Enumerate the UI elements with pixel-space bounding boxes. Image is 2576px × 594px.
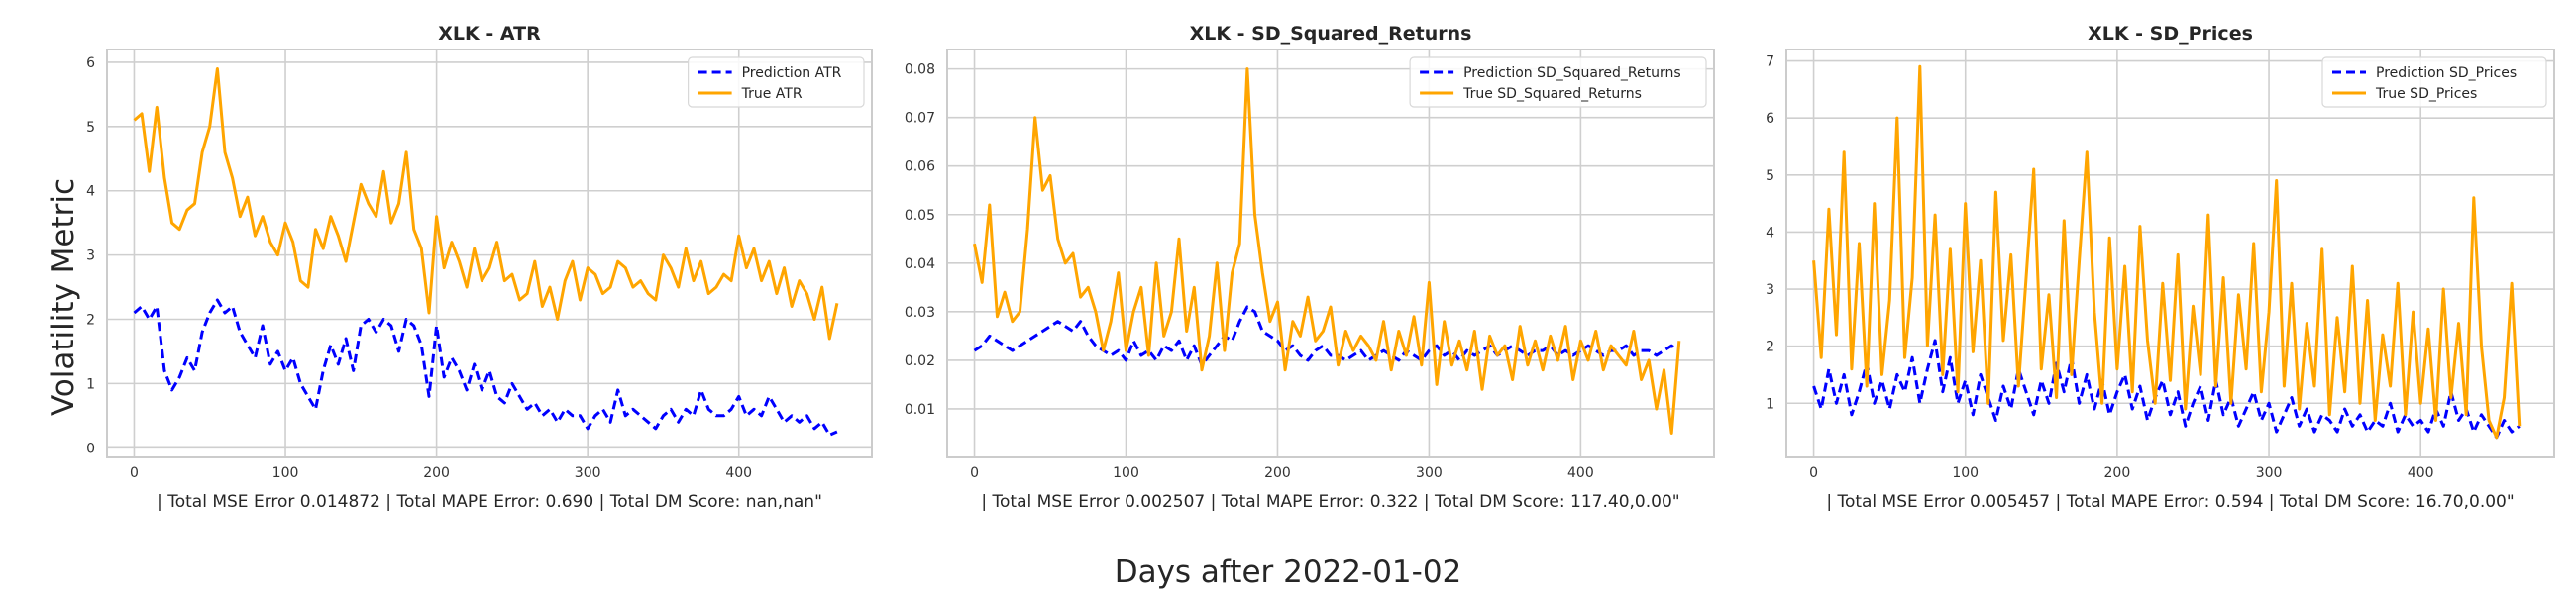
subplot-sd-squared-returns-title: XLK - SD_Squared_Returns <box>1190 23 1472 45</box>
sd-prices-ytick-label: 2 <box>1766 340 1774 355</box>
sd-squared-returns-xtick-label: 300 <box>1416 465 1443 481</box>
sd-squared-returns-series-prediction-line <box>973 305 1680 367</box>
atr-legend-box <box>687 56 865 108</box>
sd-squared-returns-grid <box>947 50 1714 457</box>
sd-squared-returns-xtick-label: 100 <box>1113 465 1139 481</box>
sd-prices-legend: Prediction SD_Prices True SD_Prices <box>2321 56 2547 108</box>
atr-ytick-label: 2 <box>86 313 95 329</box>
sd-squared-returns-ytick-label: 0.07 <box>905 111 935 127</box>
sd-prices-ytick-label: 7 <box>1766 54 1774 70</box>
figure-ylabel: Volatility Metric <box>46 178 81 416</box>
sd-prices-ytick-label: 4 <box>1766 225 1774 241</box>
sd-squared-returns-legend-label: Prediction SD_Squared_Returns <box>1463 65 1681 81</box>
sd-squared-returns-legend-label: True SD_Squared_Returns <box>1462 86 1642 102</box>
sd-squared-returns-ytick-label: 0.02 <box>905 353 935 369</box>
figure-xlabel: Days after 2022-01-02 <box>1115 554 1462 590</box>
atr-legend-label: True ATR <box>741 86 803 102</box>
atr-ytick-label: 3 <box>86 248 95 264</box>
subplot-sd-prices: XLK - SD_Prices | Total MSE Error 0.0054… <box>1766 23 2555 512</box>
sd-squared-returns-legend-box <box>1409 56 1707 108</box>
sd-squared-returns-ytick-label: 0.03 <box>905 305 935 321</box>
sd-squared-returns-frame <box>946 49 1715 458</box>
sd-prices-ytick-label: 1 <box>1766 396 1774 412</box>
subplot-atr-xlabel: | Total MSE Error 0.014872 | Total MAPE … <box>157 492 822 512</box>
sd-prices-legend-box <box>2321 56 2547 108</box>
atr-series-true-line <box>133 67 839 341</box>
atr-xtick-label: 200 <box>423 465 450 481</box>
sd-prices-xtick-label: 100 <box>1952 465 1979 481</box>
sd-prices-xtick-label: 200 <box>2104 465 2131 481</box>
atr-series-prediction-line <box>133 298 838 437</box>
atr-ytick-label: 5 <box>86 120 95 136</box>
sd-prices-series-true-line <box>1812 64 2522 440</box>
sd-prices-legend-label: Prediction SD_Prices <box>2376 65 2517 81</box>
atr-frame <box>106 49 873 458</box>
sd-prices-ytick-label: 6 <box>1766 111 1774 127</box>
sd-squared-returns-ytick-label: 0.05 <box>905 208 935 224</box>
sd-prices-xtick-label: 0 <box>1809 465 1818 481</box>
subplot-sd-squared-returns: XLK - SD_Squared_Returns | Total MSE Err… <box>905 23 1715 512</box>
atr-xtick-label: 300 <box>575 465 601 481</box>
subplot-atr: XLK - ATR | Total MSE Error 0.014872 | T… <box>86 23 873 512</box>
sd-prices-frame <box>1785 49 2555 458</box>
sd-prices-xtick-label: 300 <box>2256 465 2283 481</box>
sd-squared-returns-xtick-label: 200 <box>1264 465 1291 481</box>
atr-ytick-label: 6 <box>86 55 95 71</box>
atr-xtick-label: 400 <box>725 465 752 481</box>
atr-legend: Prediction ATR True ATR <box>687 56 865 108</box>
atr-ytick-label: 0 <box>86 441 95 456</box>
atr-xtick-label: 100 <box>272 465 299 481</box>
atr-ytick-label: 4 <box>86 184 95 200</box>
sd-prices-series-prediction-line <box>1812 339 2521 440</box>
atr-legend-label: Prediction ATR <box>742 65 842 81</box>
atr-ytick-label: 1 <box>86 376 95 392</box>
subplot-sd-prices-title: XLK - SD_Prices <box>2088 23 2253 45</box>
sd-prices-legend-label: True SD_Prices <box>2375 86 2477 102</box>
sd-prices-ytick-label: 3 <box>1766 282 1774 298</box>
subplot-sd-prices-xlabel: | Total MSE Error 0.005457 | Total MAPE … <box>1826 492 2514 512</box>
sd-squared-returns-ytick-label: 0.01 <box>905 402 935 418</box>
sd-squared-returns-xtick-label: 0 <box>970 465 979 481</box>
sd-squared-returns-xtick-label: 400 <box>1567 465 1594 481</box>
sd-squared-returns-ytick-label: 0.04 <box>905 256 935 272</box>
atr-xtick-label: 0 <box>130 465 139 481</box>
subplot-sd-squared-returns-xlabel: | Total MSE Error 0.002507 | Total MAPE … <box>981 492 1679 512</box>
sd-prices-xtick-label: 400 <box>2408 465 2434 481</box>
sd-squared-returns-legend: Prediction SD_Squared_Returns True SD_Squ… <box>1409 56 1707 108</box>
sd-squared-returns-ytick-label: 0.06 <box>905 159 935 175</box>
sd-squared-returns-ytick-label: 0.08 <box>905 62 935 78</box>
sd-squared-returns-series-true-line <box>973 67 1681 435</box>
subplot-atr-title: XLK - ATR <box>438 23 541 45</box>
sd-prices-ytick-label: 5 <box>1766 168 1774 184</box>
